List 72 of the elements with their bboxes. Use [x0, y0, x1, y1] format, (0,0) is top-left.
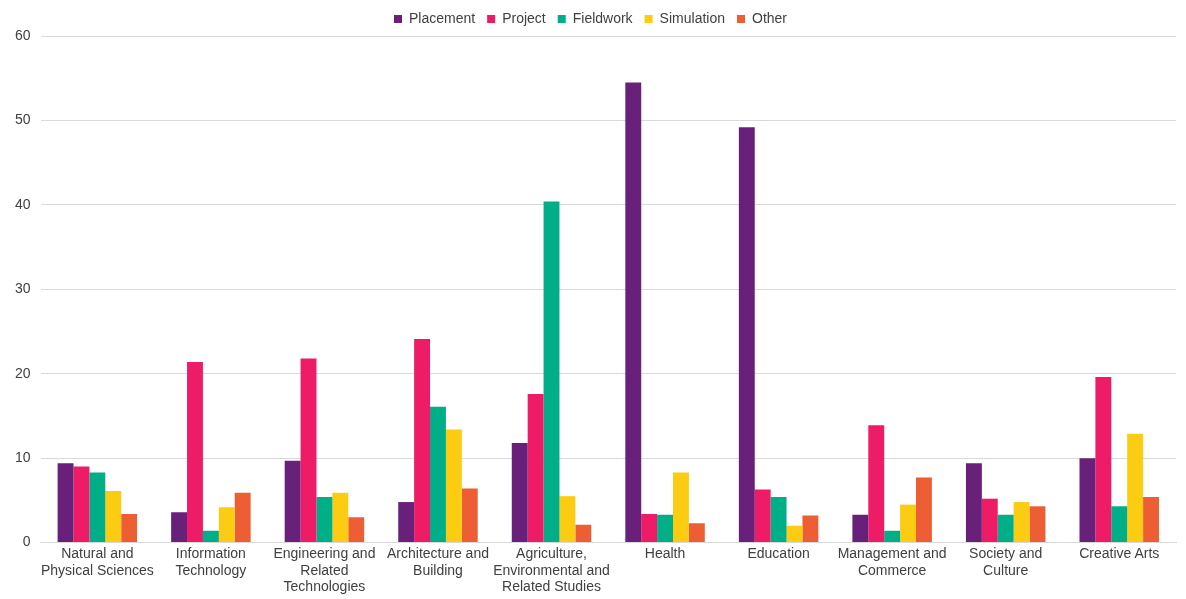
- legend-label: Simulation: [659, 9, 725, 26]
- y-tick-label: 20: [14, 364, 31, 381]
- bar: [202, 530, 219, 543]
- bar: [461, 488, 478, 543]
- bar: [754, 489, 771, 543]
- y-tick-label: 10: [14, 449, 31, 466]
- x-tick-label: Health: [644, 544, 686, 561]
- bar: [738, 127, 755, 543]
- bar: [997, 514, 1014, 543]
- y-tick-label: 50: [14, 111, 31, 128]
- y-tick-label: 0: [22, 533, 31, 550]
- bar: [657, 514, 674, 543]
- bar: [316, 497, 333, 543]
- legend-label: Project: [502, 9, 546, 26]
- bar: [1029, 506, 1046, 543]
- bar: [1111, 506, 1128, 543]
- bar: [673, 472, 689, 543]
- bar: [884, 530, 901, 543]
- bar: [625, 82, 642, 543]
- bar: [900, 504, 916, 543]
- bar: [543, 201, 560, 543]
- bar: [430, 406, 446, 543]
- bar: [688, 523, 705, 543]
- bar: [641, 513, 658, 543]
- bar: [121, 513, 138, 543]
- bar: [218, 507, 235, 543]
- y-tick-label: 30: [14, 280, 31, 297]
- x-tick-label: Engineering and Related Technologies: [273, 544, 376, 595]
- bar: [1095, 377, 1112, 543]
- x-tick-label: Natural and Physical Sciences: [40, 544, 154, 578]
- y-tick-label: 60: [14, 26, 31, 43]
- bar: [802, 515, 819, 543]
- bar: [414, 339, 431, 543]
- bar: [915, 477, 932, 543]
- bar: [868, 425, 885, 543]
- bar: [57, 463, 74, 543]
- bar: [575, 524, 592, 543]
- x-tick-label: Society and Culture: [969, 544, 1043, 578]
- bar: [445, 429, 462, 543]
- bar: [348, 517, 365, 543]
- bar: [1079, 458, 1096, 543]
- x-tick-label: Management and Commerce: [837, 544, 947, 578]
- bar: [786, 525, 803, 543]
- x-tick-label: Information Technology: [175, 544, 247, 578]
- bar: [89, 472, 106, 543]
- x-tick-label: Agriculture, Environmental and Related Studies: [493, 544, 610, 595]
- x-tick-label: Education: [747, 544, 810, 561]
- bar: [852, 514, 869, 543]
- bar: [770, 497, 787, 543]
- bar: [284, 460, 301, 543]
- legend-label: Placement: [409, 9, 476, 26]
- legend-label: Fieldwork: [572, 9, 634, 26]
- bar: [1013, 502, 1030, 543]
- bar: [73, 466, 90, 543]
- bar: [332, 492, 349, 543]
- bar: [559, 496, 576, 543]
- bar: [398, 502, 415, 543]
- bar: [1127, 433, 1144, 543]
- y-tick-label: 40: [14, 195, 31, 212]
- bar: [965, 463, 982, 543]
- x-tick-label: Architecture and Building: [387, 544, 489, 578]
- bar: [511, 442, 528, 543]
- bar: [171, 512, 188, 543]
- x-tick-label: Creative Arts: [1079, 544, 1160, 561]
- bar: [300, 358, 317, 543]
- bar: [981, 498, 998, 543]
- bar: [1143, 497, 1159, 543]
- bar: [187, 361, 203, 543]
- legend-label: Other: [751, 9, 788, 26]
- bar: [105, 491, 122, 543]
- bar: [234, 492, 251, 543]
- bar: [527, 394, 544, 543]
